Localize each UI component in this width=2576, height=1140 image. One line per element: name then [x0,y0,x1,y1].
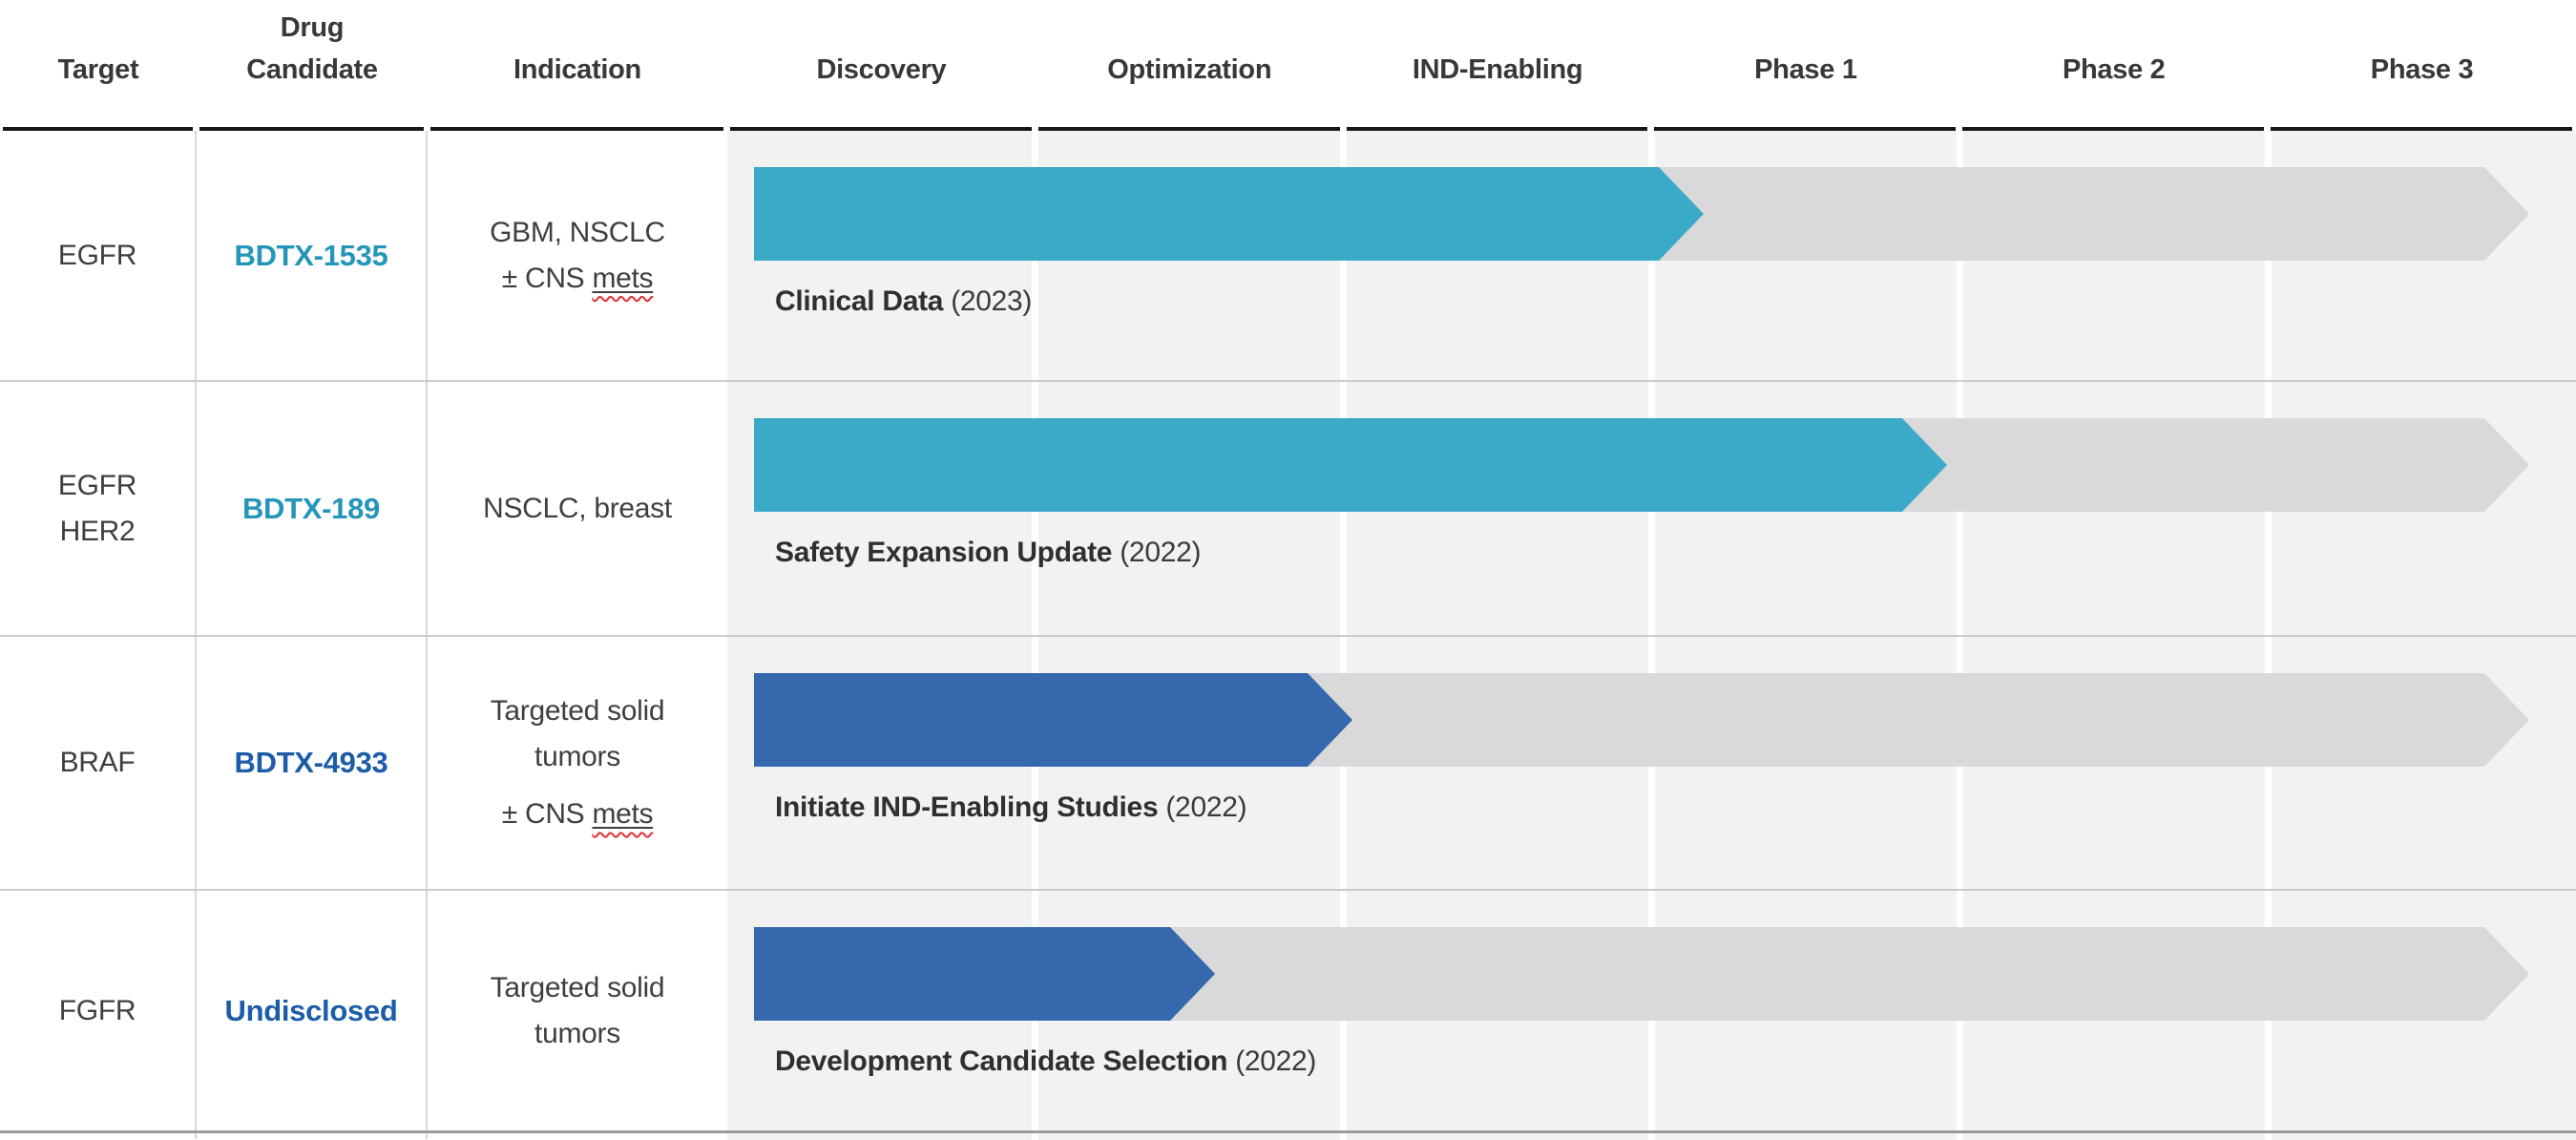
bottom-stub-cell [0,1133,197,1139]
header-phase-1: Phase 1 [1651,0,1959,131]
indication-cell: NSCLC, breast [428,382,727,635]
stage-progress-arrow [754,167,1704,261]
header-indication: Indication [428,0,727,131]
header-target: Target [0,0,197,131]
header-phase-3: Phase 3 [2268,0,2576,131]
pipeline-rows: EGFR BDTX-1535 GBM, NSCLC ± CNS mets Clin… [0,131,2576,1139]
header-ind-enabling: IND-Enabling [1344,0,1652,131]
indication-line: Targeted solid [490,971,665,1003]
milestone-title: Development Candidate Selection [775,1045,1228,1077]
stage-progress-arrow [754,673,1352,767]
milestone-label: Development Candidate Selection (2022) [775,1045,1316,1078]
table-row: FGFR Undisclosed Targeted solid tumors De… [0,891,2576,1133]
target-cell: EGFR [0,131,197,380]
indication-cell: GBM, NSCLC ± CNS mets [428,131,727,380]
milestone-label: Safety Expansion Update (2022) [775,537,1201,569]
target-cell: BRAF [0,637,197,889]
table-header: Target Drug Candidate Indication Discove… [0,0,2576,131]
target-cell: EGFR HER2 [0,382,197,635]
milestone-title: Clinical Data [775,285,944,317]
milestone-label: Initiate IND-Enabling Studies (2022) [775,792,1247,824]
milestone-label: Clinical Data (2023) [775,285,1032,318]
bottom-stub [0,1133,2576,1139]
bottom-stub-cell [727,1133,2576,1139]
target-cell: FGFR [0,891,197,1130]
table-row: EGFR BDTX-1535 GBM, NSCLC ± CNS mets Clin… [0,131,2576,382]
milestone-year: (2023) [943,285,1033,317]
indication-cell: Targeted solid tumors ± CNS mets [428,637,727,889]
bottom-stub-cell [428,1133,727,1139]
milestone-year: (2022) [1112,537,1202,568]
phase-progress-cell: Clinical Data (2023) [727,131,2576,380]
indication-line: tumors [534,1017,620,1049]
candidate-cell: Undisclosed [197,891,428,1130]
header-discovery: Discovery [727,0,1036,131]
indication-cell: Targeted solid tumors [428,891,727,1130]
candidate-cell: BDTX-4933 [197,637,428,889]
phase-progress-cell: Safety Expansion Update (2022) [727,382,2576,635]
milestone-year: (2022) [1158,792,1247,823]
header-optimization: Optimization [1036,0,1344,131]
table-row: EGFR HER2 BDTX-189 NSCLC, breast Safety … [0,382,2576,637]
stage-progress-arrow [754,418,1947,512]
bottom-stub-cell [197,1133,428,1139]
phase-progress-cell: Initiate IND-Enabling Studies (2022) [727,637,2576,889]
candidate-cell: BDTX-189 [197,382,428,635]
indication-line: ± CNS mets [501,262,654,294]
table-row: BRAF BDTX-4933 Targeted solid tumors ± CNS… [0,637,2576,891]
header-drug-candidate: Drug Candidate [197,0,428,131]
indication-line: NSCLC, breast [483,492,672,524]
indication-line: tumors [534,741,620,772]
indication-line: GBM, NSCLC [490,216,665,248]
milestone-year: (2022) [1227,1045,1317,1077]
milestone-title: Initiate IND-Enabling Studies [775,792,1159,823]
stage-progress-arrow [754,927,1215,1021]
phase-progress-cell: Development Candidate Selection (2022) [727,891,2576,1130]
indication-line: ± CNS mets [501,798,654,830]
candidate-cell: BDTX-1535 [197,131,428,380]
milestone-title: Safety Expansion Update [775,537,1113,568]
header-phase-2: Phase 2 [1959,0,2268,131]
indication-line: Targeted solid [490,695,665,727]
